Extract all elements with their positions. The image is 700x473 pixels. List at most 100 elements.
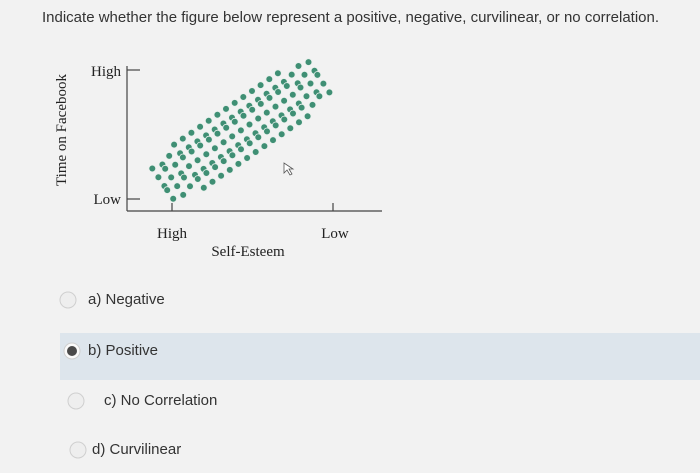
scatter-dots bbox=[148, 58, 334, 203]
option-label[interactable]: d) Curvilinear bbox=[92, 441, 181, 458]
dot bbox=[187, 128, 196, 137]
dot bbox=[169, 195, 178, 203]
dot bbox=[239, 93, 248, 101]
dot bbox=[179, 134, 187, 143]
dot bbox=[248, 87, 256, 95]
dot bbox=[228, 132, 237, 141]
dot bbox=[325, 88, 334, 97]
dot bbox=[254, 114, 263, 123]
dot bbox=[202, 169, 211, 177]
dot bbox=[202, 150, 211, 159]
dot bbox=[148, 164, 157, 173]
y-axis-title: Time on Facebook bbox=[54, 74, 70, 186]
dot bbox=[280, 96, 288, 105]
dot bbox=[296, 83, 305, 92]
dot bbox=[239, 112, 248, 120]
dot bbox=[243, 154, 251, 162]
dot bbox=[200, 183, 208, 192]
dot bbox=[277, 130, 286, 139]
dot bbox=[245, 120, 254, 129]
dot bbox=[193, 156, 202, 165]
radio-button[interactable] bbox=[67, 392, 85, 410]
dot bbox=[204, 117, 213, 125]
dot bbox=[226, 166, 234, 174]
figure: High Low High Low Self-Esteem Time on Fa… bbox=[54, 58, 382, 260]
dot bbox=[302, 92, 311, 100]
dot bbox=[308, 101, 317, 109]
dot bbox=[230, 99, 239, 107]
dot bbox=[161, 164, 170, 173]
options: a) Negative b) Positive c) No Correlation d… bbox=[59, 291, 217, 459]
dot bbox=[196, 141, 205, 150]
dot bbox=[274, 69, 282, 77]
dot bbox=[219, 138, 228, 147]
dot bbox=[165, 152, 174, 160]
dot bbox=[185, 162, 193, 170]
dot bbox=[170, 140, 178, 149]
dot bbox=[289, 109, 297, 118]
option-label[interactable]: b) Positive bbox=[88, 342, 158, 359]
dot bbox=[265, 94, 274, 102]
selected-row bbox=[60, 333, 700, 380]
dot bbox=[217, 172, 225, 180]
dot bbox=[274, 88, 282, 96]
dot bbox=[303, 112, 312, 121]
dot bbox=[179, 191, 188, 199]
dot bbox=[237, 145, 245, 154]
dot bbox=[228, 151, 237, 160]
dot bbox=[319, 79, 328, 88]
dot bbox=[315, 92, 324, 101]
radio-button[interactable] bbox=[59, 291, 77, 309]
dot bbox=[245, 139, 254, 148]
dot bbox=[271, 102, 280, 111]
dot bbox=[254, 133, 263, 142]
question-text: Indicate whether the figure below repres… bbox=[42, 9, 659, 26]
dot bbox=[196, 122, 204, 131]
dot bbox=[211, 163, 219, 171]
dot bbox=[313, 71, 322, 79]
dot bbox=[286, 124, 295, 132]
dot bbox=[237, 126, 245, 135]
dot bbox=[154, 173, 163, 182]
dot bbox=[263, 127, 271, 136]
x-high-label: High bbox=[157, 226, 188, 242]
dot bbox=[219, 157, 228, 165]
x-low-label: Low bbox=[321, 226, 349, 242]
dot bbox=[271, 121, 280, 130]
dot bbox=[167, 173, 176, 182]
dot bbox=[186, 182, 194, 191]
option-label[interactable]: c) No Correlation bbox=[104, 392, 217, 409]
dot bbox=[265, 75, 274, 83]
y-low-label: Low bbox=[94, 192, 122, 208]
dot bbox=[280, 115, 289, 124]
x-axis-title: Self-Esteem bbox=[211, 244, 285, 260]
dot bbox=[306, 79, 315, 88]
dot bbox=[187, 147, 196, 156]
dot bbox=[300, 71, 309, 79]
dot bbox=[269, 136, 277, 144]
radio-button[interactable] bbox=[69, 441, 87, 459]
dot bbox=[213, 129, 222, 138]
dot bbox=[213, 111, 222, 119]
dot bbox=[234, 160, 243, 168]
dot bbox=[304, 58, 313, 66]
dot bbox=[208, 178, 217, 186]
dot bbox=[297, 103, 306, 112]
dot bbox=[256, 100, 265, 108]
dot bbox=[256, 81, 265, 89]
dot bbox=[251, 148, 260, 156]
option-label[interactable]: a) Negative bbox=[88, 291, 165, 308]
dot bbox=[180, 173, 188, 182]
dot bbox=[222, 123, 231, 132]
dot bbox=[211, 144, 219, 153]
dot bbox=[287, 70, 296, 79]
dot bbox=[262, 108, 271, 117]
dot bbox=[171, 160, 180, 169]
dot bbox=[248, 106, 257, 114]
y-high-label: High bbox=[91, 64, 122, 80]
dot bbox=[260, 142, 269, 150]
dot bbox=[295, 118, 303, 127]
dot bbox=[222, 105, 230, 113]
